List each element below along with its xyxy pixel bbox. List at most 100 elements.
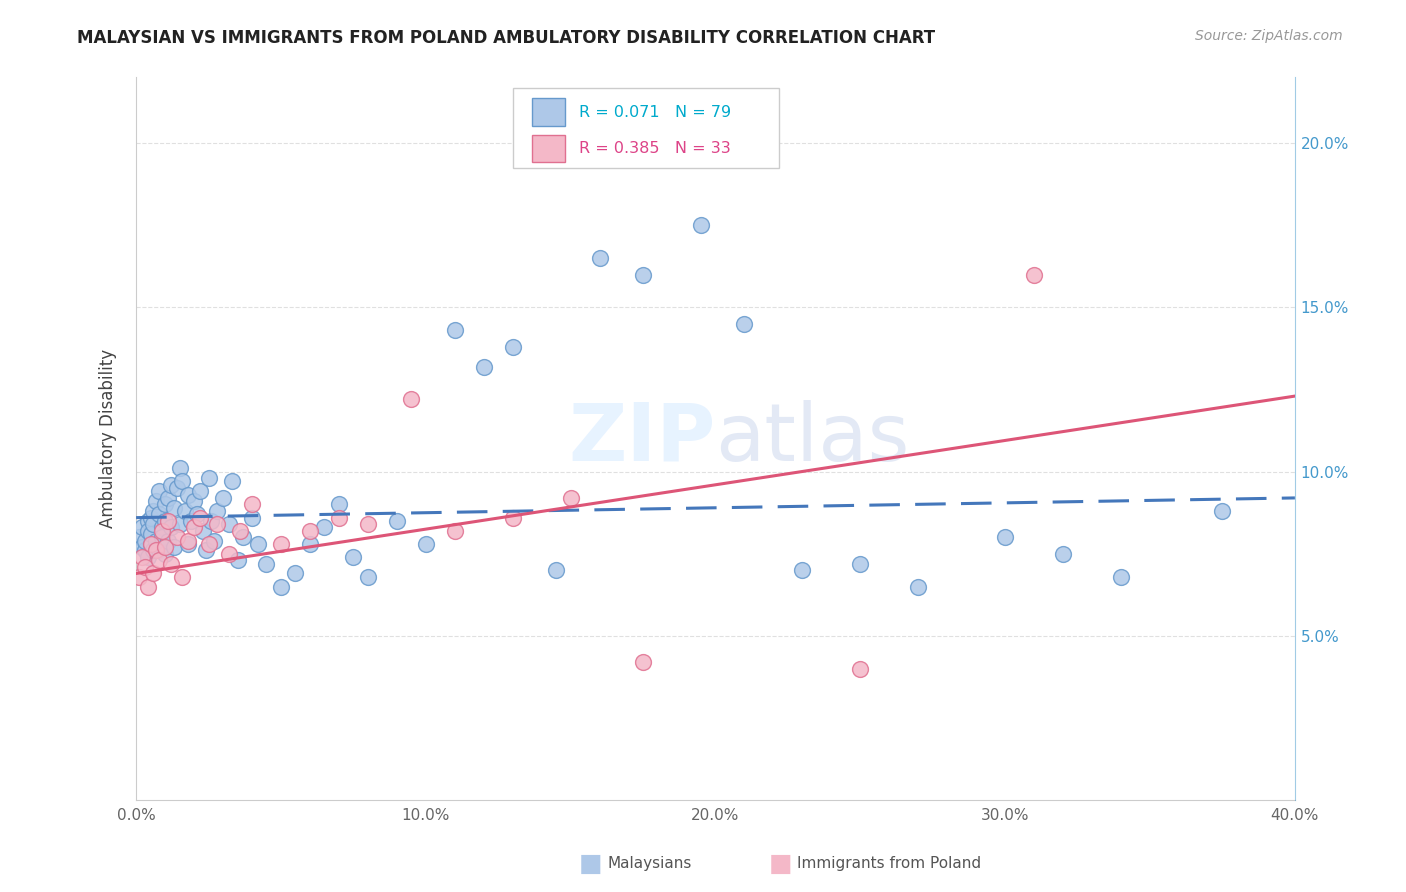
FancyBboxPatch shape	[533, 98, 565, 126]
Point	[139, 537, 162, 551]
Point	[148, 543, 170, 558]
Point	[128, 570, 150, 584]
Point	[136, 514, 159, 528]
Point	[139, 510, 162, 524]
Point	[1211, 504, 1233, 518]
Point	[588, 251, 610, 265]
Point	[150, 520, 173, 534]
Point	[169, 517, 191, 532]
Point	[139, 537, 162, 551]
Point	[174, 504, 197, 518]
Point	[385, 514, 408, 528]
Point	[200, 514, 222, 528]
Point	[153, 547, 176, 561]
Point	[153, 540, 176, 554]
Point	[205, 504, 228, 518]
Point	[183, 520, 205, 534]
Point	[131, 520, 153, 534]
Point	[160, 477, 183, 491]
Point	[142, 566, 165, 581]
Point	[169, 461, 191, 475]
Point	[472, 359, 495, 374]
Point	[186, 508, 208, 522]
Point	[136, 550, 159, 565]
Point	[502, 510, 524, 524]
Point	[163, 540, 186, 554]
Text: ■: ■	[769, 852, 792, 875]
Point	[342, 550, 364, 565]
Point	[849, 557, 872, 571]
Point	[134, 560, 156, 574]
Point	[191, 524, 214, 538]
Point	[136, 580, 159, 594]
Text: Immigrants from Poland: Immigrants from Poland	[797, 856, 981, 871]
Point	[188, 510, 211, 524]
Point	[246, 537, 269, 551]
Point	[401, 392, 423, 407]
Point	[183, 494, 205, 508]
Point	[153, 498, 176, 512]
Point	[134, 543, 156, 558]
Point	[546, 563, 568, 577]
Point	[502, 340, 524, 354]
Point	[229, 524, 252, 538]
Text: MALAYSIAN VS IMMIGRANTS FROM POLAND AMBULATORY DISABILITY CORRELATION CHART: MALAYSIAN VS IMMIGRANTS FROM POLAND AMBU…	[77, 29, 935, 46]
Point	[218, 517, 240, 532]
Point	[150, 530, 173, 544]
Point	[156, 514, 179, 528]
Point	[415, 537, 437, 551]
Point	[357, 570, 380, 584]
Text: ZIP: ZIP	[568, 400, 716, 478]
Point	[180, 514, 202, 528]
Y-axis label: Ambulatory Disability: Ambulatory Disability	[100, 350, 117, 528]
Point	[314, 520, 336, 534]
Text: Source: ZipAtlas.com: Source: ZipAtlas.com	[1195, 29, 1343, 43]
Point	[177, 537, 200, 551]
Point	[145, 543, 167, 558]
Point	[156, 533, 179, 548]
Point	[690, 219, 713, 233]
Point	[194, 543, 217, 558]
Point	[172, 570, 194, 584]
Point	[849, 662, 872, 676]
Point	[733, 317, 755, 331]
Point	[156, 491, 179, 505]
Point	[177, 533, 200, 548]
Point	[131, 550, 153, 565]
Point	[131, 540, 153, 554]
Point	[163, 500, 186, 515]
FancyBboxPatch shape	[533, 135, 565, 162]
Point	[153, 514, 176, 528]
Point	[139, 527, 162, 541]
Point	[202, 533, 225, 548]
Point	[443, 323, 465, 337]
Point	[270, 537, 292, 551]
Point	[128, 530, 150, 544]
Text: R = 0.071   N = 79: R = 0.071 N = 79	[579, 104, 731, 120]
Text: R = 0.385   N = 33: R = 0.385 N = 33	[579, 141, 731, 156]
Point	[328, 510, 350, 524]
Point	[298, 524, 321, 538]
Point	[284, 566, 307, 581]
Point	[328, 498, 350, 512]
Point	[256, 557, 278, 571]
Text: ■: ■	[579, 852, 602, 875]
FancyBboxPatch shape	[513, 88, 779, 168]
Point	[172, 475, 194, 489]
Point	[218, 547, 240, 561]
Point	[150, 524, 173, 538]
Point	[226, 553, 249, 567]
Text: Malaysians: Malaysians	[607, 856, 692, 871]
Point	[166, 481, 188, 495]
Point	[631, 268, 654, 282]
Point	[145, 533, 167, 548]
Point	[631, 655, 654, 669]
Point	[298, 537, 321, 551]
Point	[197, 537, 219, 551]
Point	[443, 524, 465, 538]
Point	[142, 543, 165, 558]
Point	[148, 484, 170, 499]
Point	[148, 508, 170, 522]
Point	[205, 517, 228, 532]
Point	[142, 504, 165, 518]
